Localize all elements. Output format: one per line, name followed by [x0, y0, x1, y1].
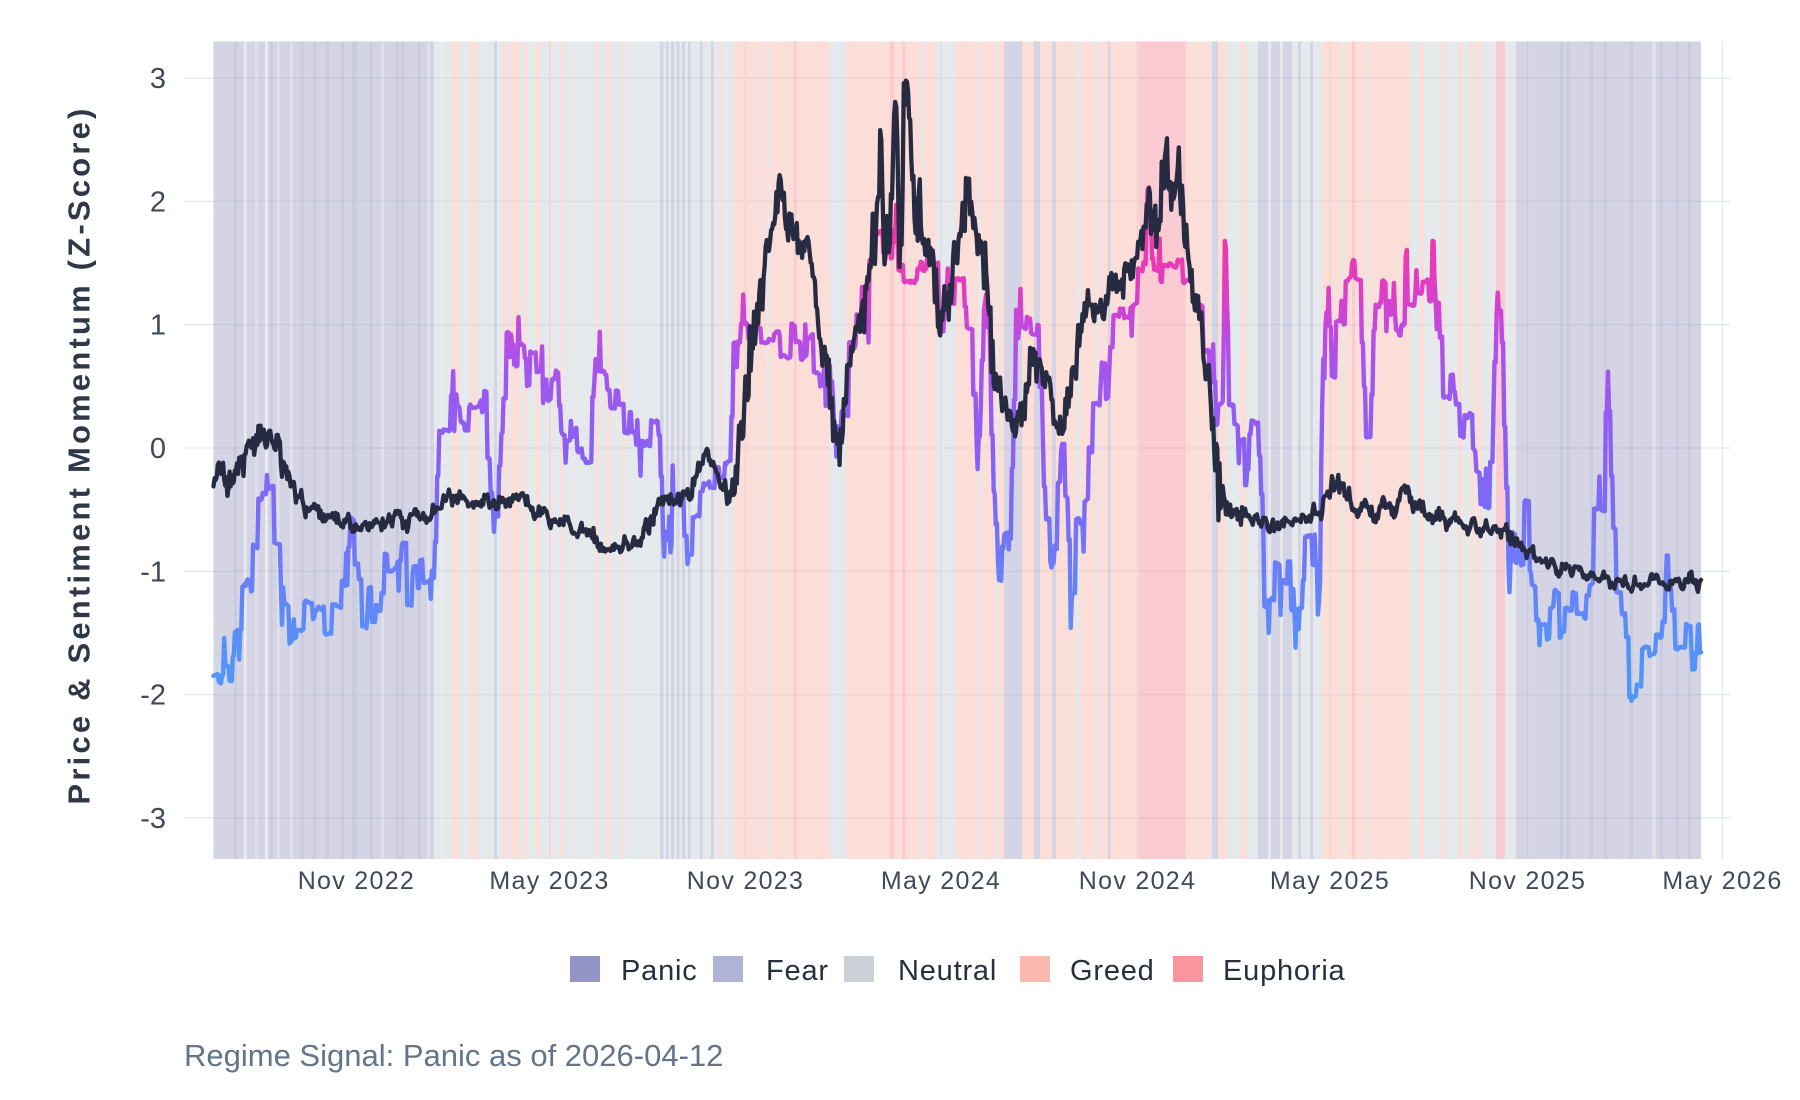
svg-text:-2: -2 — [140, 680, 166, 712]
svg-text:2: 2 — [150, 186, 166, 218]
svg-text:Nov 2022: Nov 2022 — [298, 867, 415, 895]
svg-text:Neutral: Neutral — [898, 955, 997, 987]
svg-text:Greed: Greed — [1070, 955, 1155, 987]
svg-text:May 2024: May 2024 — [881, 867, 1001, 895]
svg-text:3: 3 — [150, 63, 166, 95]
svg-text:Regime Signal: Panic as of 202: Regime Signal: Panic as of 2026-04-12 — [184, 1038, 723, 1073]
svg-text:May 2026: May 2026 — [1662, 867, 1782, 895]
svg-text:Euphoria: Euphoria — [1223, 955, 1346, 987]
svg-text:May 2023: May 2023 — [489, 867, 609, 895]
svg-text:-1: -1 — [140, 556, 166, 588]
svg-text:Nov 2023: Nov 2023 — [687, 867, 804, 895]
svg-text:Panic: Panic — [621, 955, 698, 987]
svg-text:Price & Sentiment Momentum (Z-: Price & Sentiment Momentum (Z-Score) — [62, 105, 97, 804]
svg-text:Nov 2025: Nov 2025 — [1469, 867, 1586, 895]
svg-text:Fear: Fear — [766, 955, 829, 987]
svg-text:Nov 2024: Nov 2024 — [1079, 867, 1196, 895]
svg-text:0: 0 — [150, 433, 166, 465]
svg-text:May 2025: May 2025 — [1270, 867, 1390, 895]
svg-text:-3: -3 — [140, 803, 166, 835]
svg-text:1: 1 — [150, 310, 166, 342]
